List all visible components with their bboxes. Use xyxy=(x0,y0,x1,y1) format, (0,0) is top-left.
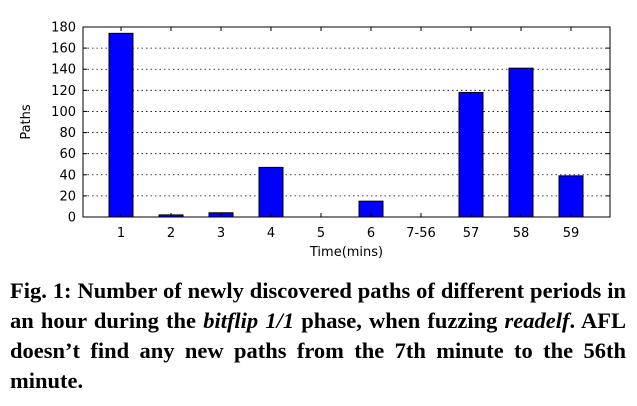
bar-1 xyxy=(108,32,134,218)
y-tick-label: 180 xyxy=(51,21,76,36)
x-tick-label: 6 xyxy=(367,226,375,241)
y-tick-label: 100 xyxy=(51,105,76,120)
bar-57 xyxy=(458,91,484,218)
y-tick-label: 60 xyxy=(59,147,76,162)
caption-emphasis-program: readelf xyxy=(504,308,570,333)
y-tick-label: 80 xyxy=(59,126,76,141)
x-axis-label: Time(mins) xyxy=(309,245,383,260)
x-tick-label: 3 xyxy=(217,226,225,241)
caption-emphasis-phase: bitflip 1/1 xyxy=(203,308,295,333)
caption-text-3: . AFL doesn’t find any new paths from th… xyxy=(10,308,627,393)
y-tick-label: 40 xyxy=(59,168,76,183)
x-tick-label: 4 xyxy=(267,226,275,241)
caption-text-2: phase, when fuzzing xyxy=(301,308,498,333)
x-tick-label: 2 xyxy=(167,226,175,241)
figure-caption: Fig. 1: Number of newly discovered paths… xyxy=(10,276,626,396)
bar-chart: 0 20 40 60 80 100 120 140 160 180 1 2 3 4 5 6 7-56 57 58 5… xyxy=(19,21,611,260)
x-tick-label: 1 xyxy=(117,226,125,241)
caption-label: Fig. 1: xyxy=(10,278,72,303)
x-tick-label: 58 xyxy=(513,226,530,241)
x-axis-ticks: 1 2 3 4 5 6 7-56 57 58 59 xyxy=(117,27,579,241)
plot-frame xyxy=(82,26,611,218)
y-tick-label: 120 xyxy=(51,84,76,99)
caption-text-1: Number of newly discovered paths of diff… xyxy=(10,278,626,333)
bar-4 xyxy=(258,166,284,218)
x-tick-label: 59 xyxy=(563,226,580,241)
bar-59 xyxy=(558,175,584,218)
x-tick-label: 57 xyxy=(463,226,480,241)
bar-58 xyxy=(508,67,534,218)
y-tick-label: 140 xyxy=(51,63,76,78)
x-tick-label: 7-56 xyxy=(406,226,436,241)
x-tick-label: 5 xyxy=(317,226,325,241)
bars xyxy=(108,32,584,218)
y-axis-label: Paths xyxy=(19,104,34,140)
y-tick-label: 20 xyxy=(59,189,76,204)
y-tick-label: 0 xyxy=(68,211,76,226)
y-tick-label: 160 xyxy=(51,42,76,57)
y-axis-ticks: 0 20 40 60 80 100 120 140 160 180 xyxy=(51,21,610,226)
